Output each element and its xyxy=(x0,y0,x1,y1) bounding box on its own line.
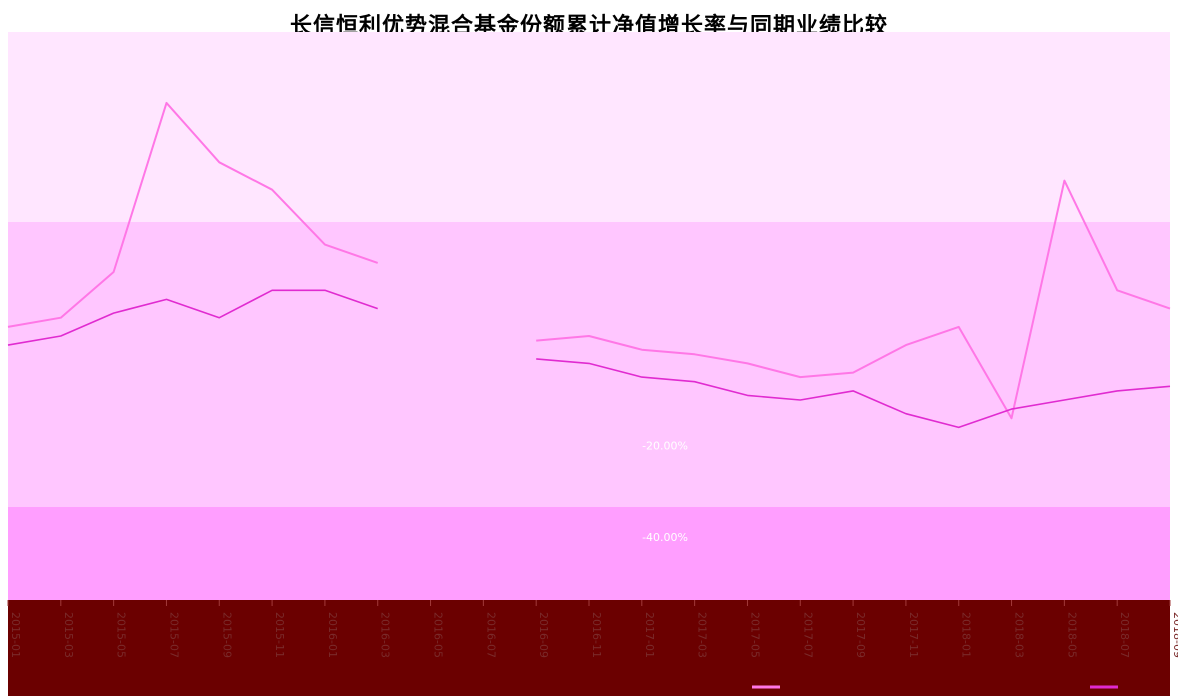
x-tick-label: 2015-01 xyxy=(9,612,22,658)
x-tick-label: 2015-09 xyxy=(220,612,233,658)
x-tick-label: 2017-05 xyxy=(748,612,761,658)
plot-band-upper xyxy=(8,32,1170,222)
x-tick-label: 2016-01 xyxy=(326,612,339,658)
x-tick-label: 2016-07 xyxy=(484,612,497,658)
x-tick-label: 2018-03 xyxy=(1013,612,1026,658)
x-axis-band xyxy=(8,600,1170,696)
x-tick-label: 2017-07 xyxy=(801,612,814,658)
series-line-1 xyxy=(7,101,1171,420)
x-tick-label: 2016-09 xyxy=(537,612,550,658)
x-tick-label: 2016-03 xyxy=(379,612,392,658)
x-tick-label: 2016-05 xyxy=(432,612,445,658)
series-line-2 xyxy=(7,289,1171,429)
x-tick-label: 2018-09 xyxy=(1171,612,1178,658)
x-axis-ticks: 2015-01 2015-03 2015-05 2015-07 2015-09 2015-… xyxy=(7,600,1178,689)
plot-band-middle xyxy=(8,222,1170,507)
x-tick-label: 2015-07 xyxy=(167,612,180,658)
y-tick-label: -40.00% xyxy=(642,531,688,544)
x-tick-label: 2017-03 xyxy=(696,612,709,658)
x-tick-label: 2018-01 xyxy=(960,612,973,658)
plot-band-lower xyxy=(8,507,1170,600)
x-tick-label: 2015-03 xyxy=(62,612,75,658)
x-tick-label: 2018-07 xyxy=(1118,612,1131,658)
x-tick-label: 2016-11 xyxy=(590,612,603,658)
x-tick-label: 2015-11 xyxy=(273,612,286,658)
x-tick-label: 2017-11 xyxy=(907,612,920,658)
x-tick-label: 2017-01 xyxy=(643,612,656,658)
series-layer xyxy=(7,101,1171,429)
y-axis-labels: -20.00% -40.00% xyxy=(642,440,688,544)
y-tick-label: -20.00% xyxy=(642,440,688,453)
x-tick-label: 2015-05 xyxy=(115,612,128,658)
x-tick-label: 2018-05 xyxy=(1065,612,1078,658)
plot-background xyxy=(8,32,1170,696)
x-tick-label: 2017-09 xyxy=(854,612,867,658)
